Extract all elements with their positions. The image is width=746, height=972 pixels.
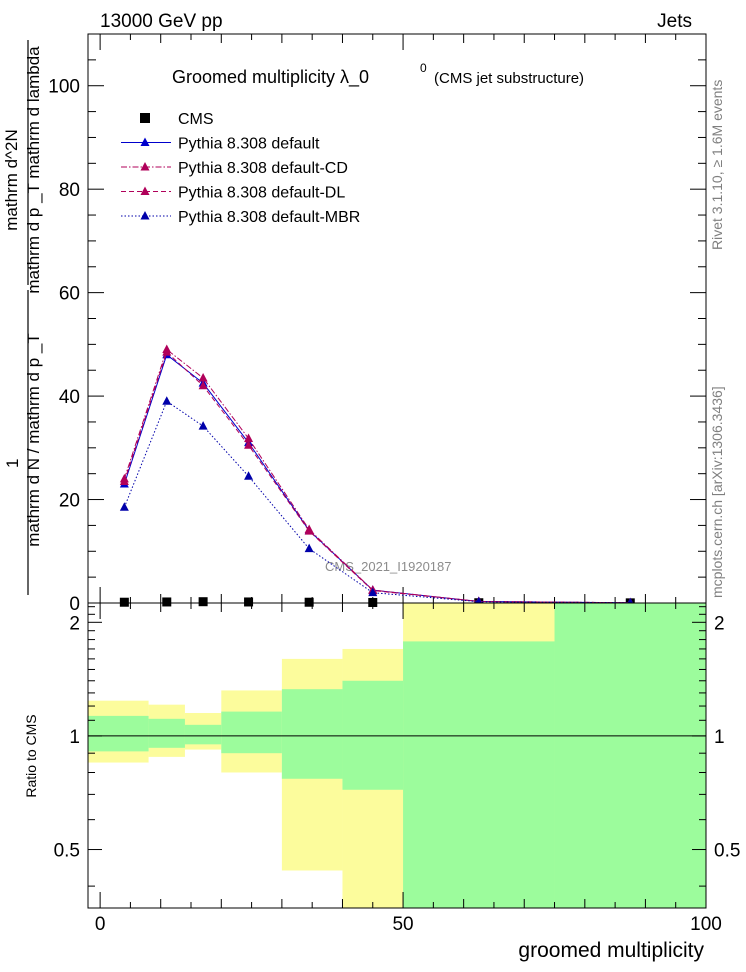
ratio-ytick-label-left-1: 1 (69, 727, 80, 748)
main-ylabel-denominator2: mathrm d p _T mathrm d lambda (24, 46, 43, 294)
x-tick-label-1: 50 (392, 914, 413, 935)
series-2-point-3 (244, 433, 254, 443)
ratio-stat-band-2 (184, 724, 222, 745)
chart-title-suffix: (CMS jet substructure) (434, 70, 584, 87)
cms-point-2 (198, 597, 208, 607)
cms-point-3 (244, 597, 254, 607)
series-4-point-1 (162, 396, 172, 405)
main-ylabel-denominator: mathrm d N / mathrm d p _T (24, 333, 43, 547)
series-line-3 (123, 351, 631, 604)
legend-marker-3 (140, 186, 150, 195)
ratio-ytick-label-left-2: 2 (69, 613, 80, 634)
ratio-frame (87, 602, 707, 909)
x-axis-label: groomed multiplicity (518, 939, 704, 962)
main-ytick-label-5: 100 (48, 77, 80, 98)
x-tick-label-0: 0 (95, 914, 106, 935)
ratio-stat-band-1 (148, 718, 185, 748)
series-3-point-4 (304, 526, 314, 535)
watermark: CMS_2021_I1920187 (325, 559, 452, 574)
series-4-point-2 (198, 421, 208, 430)
ratio-ytick-label-right-1: 1 (714, 727, 725, 748)
legend-label-4: Pythia 8.308 default-MBR (178, 209, 360, 226)
cms-point-4 (304, 597, 314, 607)
main-ytick-label-1: 20 (59, 491, 80, 512)
ratio-stat-band-5 (342, 680, 404, 790)
ratio-ytick-label-right-2: 2 (714, 613, 725, 634)
side-label-top: Rivet 3.1.10, ≥ 1.6M events (709, 80, 725, 250)
legend: CMS Pythia 8.308 default Pythia 8.308 defa… (121, 111, 360, 226)
ratio-ylabel: Ratio to CMS (23, 714, 39, 797)
ratio-ytick-label-right-0: 0.5 (714, 841, 740, 862)
ratio-panel: 0.5 0.5 1 1 2 2 0 50 100 (54, 602, 740, 935)
series-3-point-0 (119, 476, 129, 485)
chart-title-sup: 0 (420, 61, 427, 75)
legend-label-2: Pythia 8.308 default-CD (178, 160, 348, 177)
main-ylabel-top: 1 (3, 459, 22, 468)
ratio-stat-band-3 (221, 711, 282, 754)
main-ytick-label-0: 0 (69, 594, 80, 615)
series-3-point-2 (198, 380, 208, 390)
cms-point-5 (368, 597, 378, 607)
x-tick-label-2: 100 (690, 914, 722, 935)
ratio-stat-band-4 (281, 689, 343, 779)
series-3-point-3 (244, 440, 254, 449)
legend-marker-2 (140, 162, 150, 171)
legend-marker-4 (140, 211, 150, 220)
main-ylabel-numerator: mathrm d^2N (2, 129, 21, 231)
legend-label-0: CMS (178, 111, 214, 128)
chart-title: Groomed multiplicity λ_0 0 (CMS jet subs… (172, 61, 584, 88)
series-line-4 (123, 400, 631, 604)
side-label-bottom: mcplots.cern.ch [arXiv:1306.3436] (709, 386, 725, 598)
main-ytick-label-3: 60 (59, 284, 80, 305)
ratio-stat-band-7 (554, 603, 706, 908)
series-4-point-4 (304, 543, 314, 553)
ratio-ytick-label-left-0: 0.5 (54, 841, 80, 862)
header-right: Jets (657, 11, 692, 32)
legend-marker-1 (140, 137, 150, 146)
series-4-point-0 (119, 502, 129, 511)
legend-marker-cms (140, 113, 150, 123)
cms-point-0 (119, 597, 129, 607)
series-2-point-2 (198, 372, 208, 382)
main-ylabel: 1 mathrm d N / mathrm d p _T mathrm d^2N… (2, 40, 43, 595)
ratio-stat-band-6 (403, 641, 555, 908)
cms-point-1 (162, 597, 172, 607)
main-ytick-label-2: 40 (59, 387, 80, 408)
series-4-point-3 (244, 471, 254, 480)
header-left: 13000 GeV pp (100, 11, 223, 32)
series-4-point-5 (368, 587, 378, 597)
legend-label-3: Pythia 8.308 default-DL (178, 185, 345, 202)
legend-label-1: Pythia 8.308 default (178, 136, 320, 153)
series-line-2 (123, 348, 631, 604)
series-3-point-1 (162, 347, 172, 356)
chart-title-main: Groomed multiplicity λ_0 (172, 67, 369, 88)
main-ytick-label-4: 80 (59, 180, 80, 201)
ratio-stat-band-0 (88, 715, 149, 752)
